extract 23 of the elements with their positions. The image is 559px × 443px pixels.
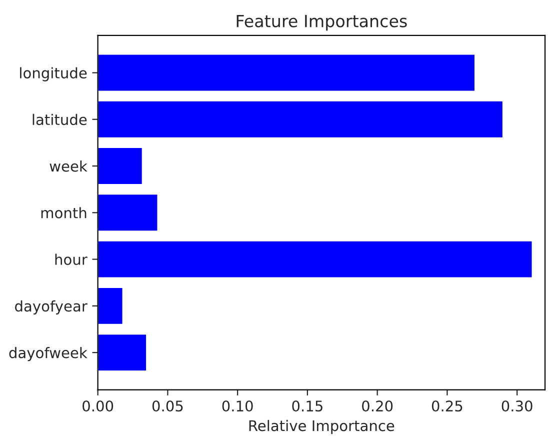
chart-title: Feature Importances bbox=[236, 14, 407, 31]
y-tick-label: month bbox=[41, 207, 86, 218]
y-tick-label: hour bbox=[55, 254, 88, 266]
bar bbox=[98, 100, 504, 139]
x-tick-label: 0.25 bbox=[432, 400, 462, 412]
x-axis-title: Relative Importance bbox=[249, 420, 394, 434]
y-tick-label: latitude bbox=[32, 114, 87, 126]
bar bbox=[98, 146, 144, 186]
bar bbox=[98, 240, 534, 279]
y-tick-label: week bbox=[50, 160, 88, 172]
bar bbox=[98, 193, 159, 232]
x-tick-label: 0.20 bbox=[362, 400, 393, 412]
bar bbox=[98, 286, 124, 326]
y-tick-label: dayofyear bbox=[15, 300, 88, 314]
y-tick-label: longitude bbox=[20, 67, 87, 82]
x-tick-label: 0.30 bbox=[502, 400, 532, 412]
x-tick-label: 0.15 bbox=[292, 400, 322, 412]
bar bbox=[98, 333, 148, 372]
bar bbox=[98, 53, 476, 92]
x-tick-label: 0.10 bbox=[222, 400, 253, 412]
y-tick-label: dayofweek bbox=[9, 346, 88, 362]
x-tick-label: 0.05 bbox=[152, 400, 183, 412]
x-tick-label: 0.00 bbox=[82, 400, 114, 412]
